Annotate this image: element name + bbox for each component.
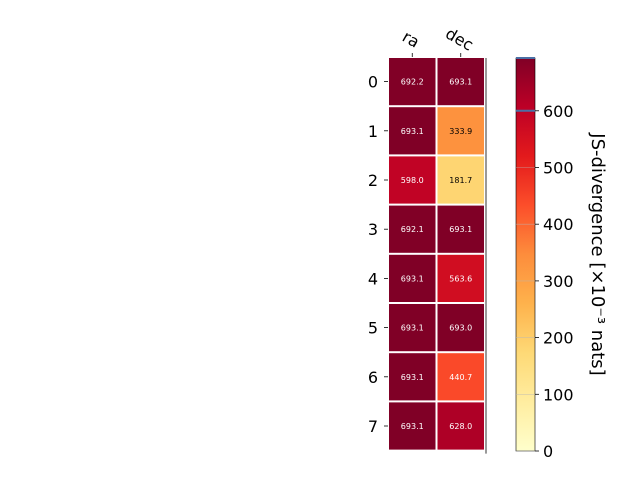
colorbar-tick-label: 100 (543, 385, 574, 404)
y-tick-label: 5 (368, 319, 378, 338)
cell-value-label: 693.1 (401, 422, 424, 431)
y-tick-label: 3 (368, 220, 378, 239)
cell-value-label: 693.1 (449, 78, 472, 87)
cell-value-label: 693.1 (401, 127, 424, 136)
heatmap-cell (437, 254, 484, 302)
cell-value-label: 693.1 (401, 324, 424, 333)
heatmap-cell (389, 304, 436, 352)
heatmap-cell (389, 107, 436, 155)
cell-value-label: 628.0 (449, 422, 472, 431)
heatmap-grid: 692.2 693.1 693.1 333.9 598.0 181.7 692.1 693.1… (368, 24, 487, 454)
colorbar-tick-label: 0 (543, 442, 553, 461)
cell-value-label: 693.0 (449, 324, 472, 333)
y-tick-label: 2 (368, 171, 378, 190)
cell-value-label: 598.0 (401, 176, 424, 185)
heatmap-cell (437, 402, 484, 450)
colorbar-tick-label: 600 (543, 102, 574, 121)
heatmap-cell (389, 353, 436, 401)
colorbar-gradient (515, 57, 536, 452)
heatmap-cell (389, 205, 436, 253)
y-tick-label: 1 (368, 122, 378, 141)
y-tick-label: 6 (368, 368, 378, 387)
cell-value-label: 563.6 (449, 274, 472, 283)
colorbar-tick-label: 400 (543, 215, 574, 234)
colorbar-label: JS-divergence [×10⁻³ nats] (587, 132, 608, 375)
y-tick-label: 7 (368, 417, 378, 436)
cell-value-label: 440.7 (449, 373, 472, 382)
cell-value-label: 693.1 (401, 373, 424, 382)
cell-value-label: 333.9 (449, 127, 472, 136)
y-tick-label: 4 (368, 269, 378, 288)
heatmap-cell (389, 402, 436, 450)
x-tick-label: dec (442, 24, 476, 55)
colorbar: 0 100 200 300 400 500 600 JS-divergence [×10⁻³ … (515, 57, 608, 461)
colorbar-tick-label: 200 (543, 329, 574, 348)
heatmap-cell (437, 205, 484, 253)
cell-value-label: 693.1 (449, 225, 472, 234)
heatmap-cell (389, 58, 436, 106)
heatmap-cell (437, 304, 484, 352)
heatmap-cell (437, 353, 484, 401)
heatmap-cell (389, 254, 436, 302)
heatmap-cell (437, 107, 484, 155)
cell-value-label: 693.1 (401, 274, 424, 283)
colorbar-tick-label: 300 (543, 272, 574, 291)
cell-value-label: 181.7 (449, 176, 472, 185)
heatmap-cell (437, 156, 484, 204)
heatmap-cell (437, 58, 484, 106)
x-tick-label: ra (399, 27, 423, 52)
y-tick-label: 0 (368, 73, 378, 92)
cell-value-label: 692.2 (401, 78, 424, 87)
colorbar-tick-label: 500 (543, 158, 574, 177)
cell-value-label: 692.1 (401, 225, 424, 234)
heatmap-cell (389, 156, 436, 204)
